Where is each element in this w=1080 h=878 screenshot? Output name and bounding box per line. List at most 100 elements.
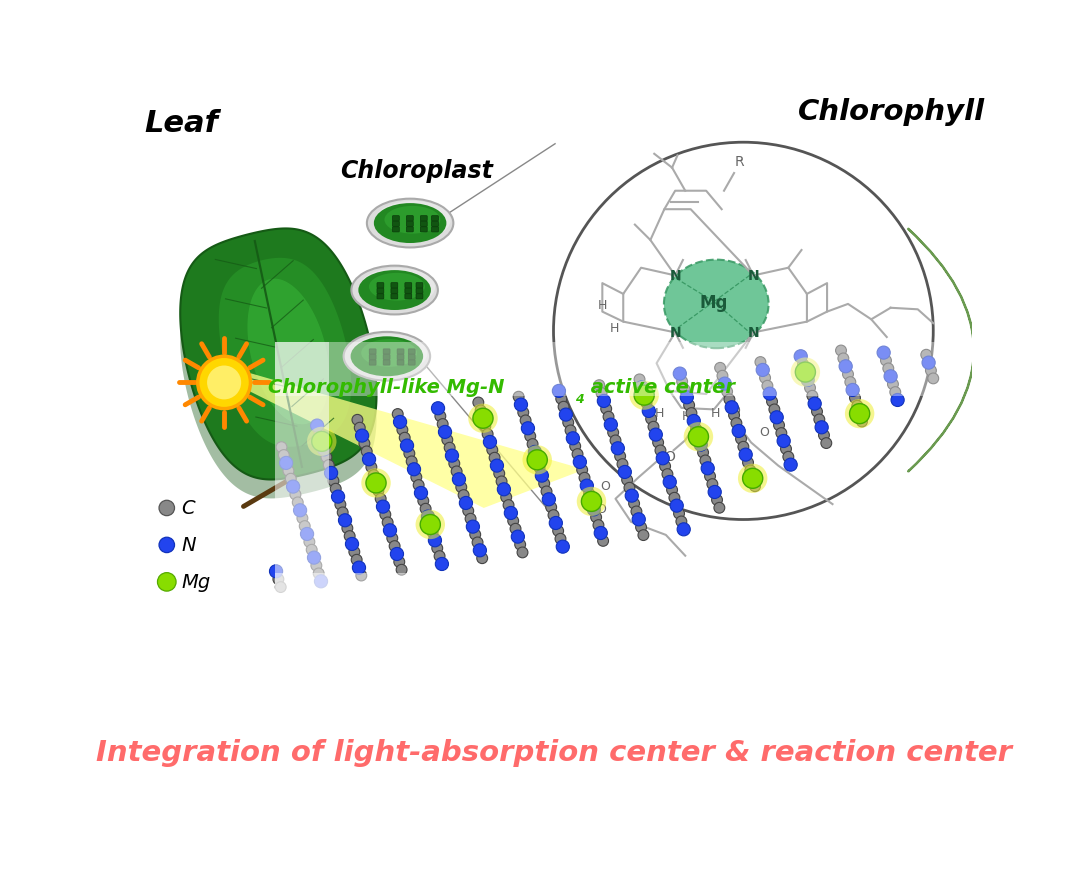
Circle shape xyxy=(513,392,524,403)
Circle shape xyxy=(856,417,867,428)
Circle shape xyxy=(490,459,503,472)
Circle shape xyxy=(591,512,602,523)
Circle shape xyxy=(558,402,569,413)
Circle shape xyxy=(508,516,518,527)
Circle shape xyxy=(312,432,332,452)
Circle shape xyxy=(390,548,404,561)
Circle shape xyxy=(521,415,531,427)
Circle shape xyxy=(630,381,659,410)
Circle shape xyxy=(688,428,708,447)
Circle shape xyxy=(482,429,494,440)
Circle shape xyxy=(725,401,739,414)
Circle shape xyxy=(324,467,338,480)
Circle shape xyxy=(600,404,611,414)
FancyBboxPatch shape xyxy=(416,284,423,289)
Circle shape xyxy=(503,500,514,511)
Circle shape xyxy=(545,502,556,513)
Circle shape xyxy=(548,510,559,521)
Circle shape xyxy=(608,428,619,438)
Ellipse shape xyxy=(374,204,446,244)
Circle shape xyxy=(580,479,593,493)
Circle shape xyxy=(756,364,769,377)
Circle shape xyxy=(850,393,861,404)
Circle shape xyxy=(670,500,684,513)
Circle shape xyxy=(794,350,808,363)
Circle shape xyxy=(880,356,891,366)
Circle shape xyxy=(717,371,728,382)
Text: O: O xyxy=(664,450,675,464)
Circle shape xyxy=(286,480,299,493)
Circle shape xyxy=(691,424,702,435)
Circle shape xyxy=(597,536,608,547)
Circle shape xyxy=(444,443,455,454)
Circle shape xyxy=(373,486,383,497)
Circle shape xyxy=(487,445,498,456)
Circle shape xyxy=(541,486,552,497)
Text: Chlorophyll-like Mg-N: Chlorophyll-like Mg-N xyxy=(268,378,504,397)
Circle shape xyxy=(721,386,732,398)
FancyBboxPatch shape xyxy=(369,361,376,365)
Circle shape xyxy=(349,547,360,558)
Circle shape xyxy=(431,402,445,415)
Polygon shape xyxy=(180,229,377,480)
Circle shape xyxy=(634,385,654,406)
Circle shape xyxy=(542,493,555,507)
FancyBboxPatch shape xyxy=(392,227,400,233)
Circle shape xyxy=(759,373,770,384)
Circle shape xyxy=(579,473,590,484)
Circle shape xyxy=(308,551,321,565)
Circle shape xyxy=(642,399,652,409)
Circle shape xyxy=(510,524,521,535)
FancyBboxPatch shape xyxy=(406,222,414,227)
Circle shape xyxy=(750,481,760,492)
Circle shape xyxy=(603,412,613,422)
Text: N: N xyxy=(747,326,759,340)
Circle shape xyxy=(783,452,794,463)
Circle shape xyxy=(573,456,586,469)
Circle shape xyxy=(463,506,474,516)
Circle shape xyxy=(769,405,780,415)
Circle shape xyxy=(387,533,397,544)
Ellipse shape xyxy=(369,274,424,301)
Circle shape xyxy=(489,453,500,464)
Circle shape xyxy=(313,568,324,579)
Circle shape xyxy=(303,536,314,548)
Circle shape xyxy=(472,537,483,548)
FancyBboxPatch shape xyxy=(432,217,438,221)
Circle shape xyxy=(890,387,901,398)
Circle shape xyxy=(611,443,624,456)
Circle shape xyxy=(677,523,690,536)
Circle shape xyxy=(882,363,894,374)
Circle shape xyxy=(416,510,445,539)
Circle shape xyxy=(805,383,815,393)
FancyBboxPatch shape xyxy=(369,349,376,355)
Circle shape xyxy=(773,421,784,431)
Circle shape xyxy=(467,521,480,534)
Circle shape xyxy=(401,440,414,453)
Circle shape xyxy=(738,464,768,493)
Circle shape xyxy=(553,526,564,536)
FancyBboxPatch shape xyxy=(377,284,383,289)
Circle shape xyxy=(432,543,443,554)
Circle shape xyxy=(429,534,442,547)
Text: Mg: Mg xyxy=(700,293,728,311)
Circle shape xyxy=(475,406,486,416)
Circle shape xyxy=(729,410,740,421)
Text: N: N xyxy=(747,270,759,283)
Circle shape xyxy=(679,385,690,395)
Circle shape xyxy=(525,431,536,442)
Circle shape xyxy=(807,391,818,401)
Circle shape xyxy=(663,476,676,489)
Text: Chlorophyll: Chlorophyll xyxy=(798,98,985,126)
Circle shape xyxy=(539,479,550,489)
Circle shape xyxy=(666,485,677,496)
Circle shape xyxy=(704,471,715,482)
Circle shape xyxy=(368,470,379,481)
Polygon shape xyxy=(274,343,328,628)
Circle shape xyxy=(631,507,642,517)
Circle shape xyxy=(555,534,566,544)
Circle shape xyxy=(458,490,469,500)
Circle shape xyxy=(638,530,649,541)
Circle shape xyxy=(724,394,734,406)
Circle shape xyxy=(801,374,814,387)
